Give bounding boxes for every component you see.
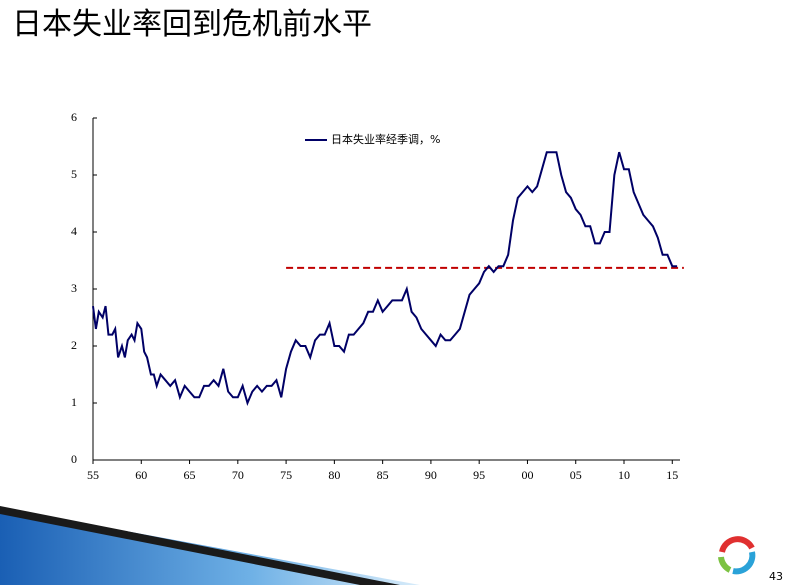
x-tick-label: 10 [618,468,630,482]
page-number: 43 [769,570,783,583]
x-tick-label: 75 [280,468,292,482]
y-tick-label: 0 [71,452,77,466]
y-tick-label: 3 [71,281,77,295]
plot: 0 1 2 3 4 5 6 55 60 65 70 75 80 85 90 95 00 05 10 15 日本失业率经季… [71,110,684,482]
slide-title: 日本失业率回到危机前水平 [12,7,372,42]
x-tick-label: 60 [135,468,147,482]
series-line [92,151,678,407]
x-tick-label: 15 [666,468,678,482]
x-tick-label: 95 [473,468,485,482]
x-tick-label: 85 [377,468,389,482]
y-tick-label: 6 [71,110,77,124]
y-tick-label: 2 [71,338,77,352]
x-tick-label: 90 [425,468,437,482]
legend-label: 日本失业率经季调，% [331,132,440,146]
x-tick-label: 05 [570,468,582,482]
decor-swoosh-dark [0,506,400,585]
x-tick-label: 80 [328,468,340,482]
x-tick-label: 00 [521,468,533,482]
x-tick-label: 65 [184,468,196,482]
x-tick-label: 70 [232,468,244,482]
y-tick-label: 1 [71,395,77,409]
y-tick-label: 5 [71,167,77,181]
logo [718,536,756,575]
y-tick-label: 4 [71,224,77,238]
x-tick-label: 55 [87,468,99,482]
